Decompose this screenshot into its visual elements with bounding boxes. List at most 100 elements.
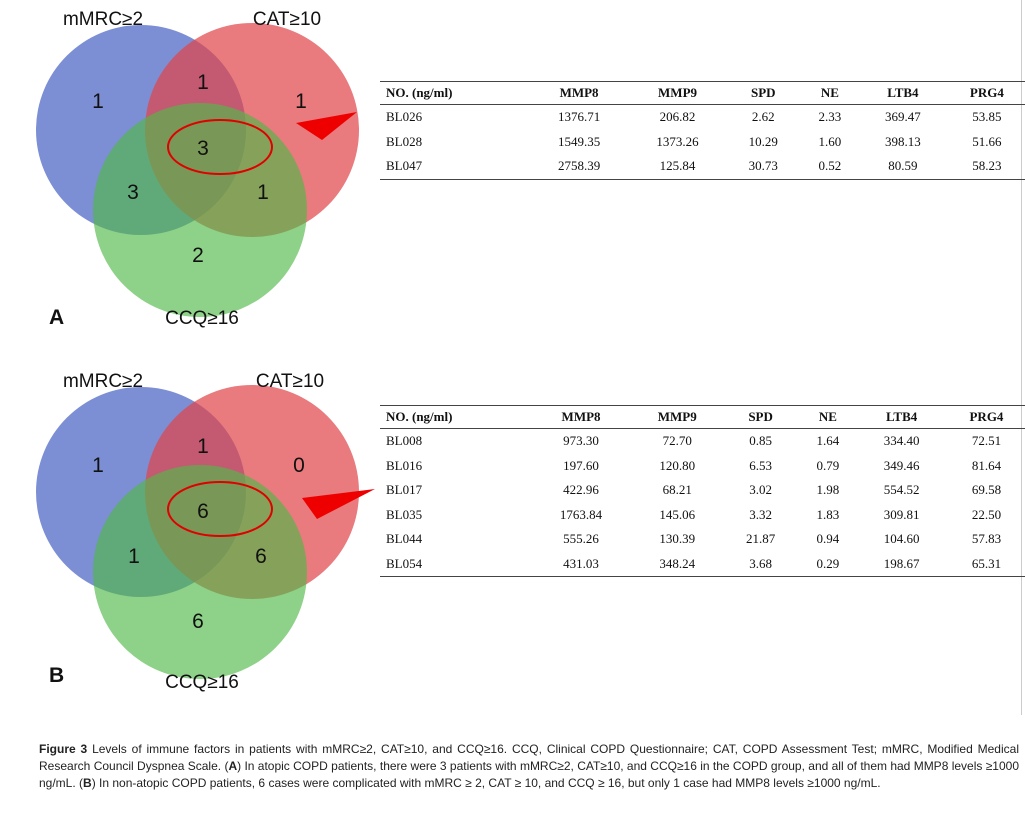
region-mmrc-only: 1: [92, 454, 104, 477]
table-cell: 125.84: [628, 154, 727, 180]
table-header-row: NO. (ng/ml) MMP8 MMP9 SPD NE LTB4 PRG4: [380, 405, 1025, 429]
header-cell: SPD: [723, 405, 798, 429]
caption-a-label: A: [228, 759, 238, 773]
table-cell: BL016: [386, 457, 423, 473]
header-cell: PRG4: [944, 405, 1025, 429]
table-cell: 2.33: [818, 109, 842, 125]
table-cell: 1.60: [818, 133, 842, 149]
table-cell: 206.82: [659, 109, 696, 125]
table-row: BL016 197.60 120.80 6.53 0.79 349.46 81.…: [380, 454, 1025, 479]
panel-a: mMRC≥2 CAT≥10 CCQ≥16 1 1 2 1 3 1 3 A NO.…: [0, 0, 1025, 345]
table-cell: 309.81: [883, 506, 920, 522]
region-mmrc-ccq: 1: [128, 545, 140, 568]
pointer-arrow: [302, 489, 375, 519]
highlight-ellipse: [167, 481, 273, 537]
table-cell: 2758.39: [529, 154, 629, 180]
table-cell: 58.23: [945, 154, 1025, 180]
caption-b-text: ) In non-atopic COPD patients, 6 cases w…: [91, 776, 881, 790]
table-cell: 348.24: [630, 551, 724, 577]
header-cell: LTB4: [860, 81, 946, 105]
region-ccq-only: 2: [192, 244, 204, 267]
table-cell: 72.70: [662, 433, 692, 449]
caption-title: Levels of immune factors in patients wit…: [39, 742, 1019, 773]
panel-label-a: A: [49, 306, 64, 329]
table-cell: 2.62: [751, 109, 775, 125]
venn-diagram-a: mMRC≥2 CAT≥10 CCQ≥16 1 1 2 1 3 1 3 A: [36, 9, 359, 329]
table-cell: 398.13: [885, 133, 921, 149]
table-cell: 72.51: [971, 433, 1002, 449]
table-cell: BL035: [386, 506, 423, 522]
table-cell: 104.60: [883, 531, 920, 547]
table-cell: 53.85: [972, 109, 1002, 125]
header-cell: MMP8: [529, 81, 629, 105]
region-all-three: 6: [197, 500, 209, 523]
pointer-arrow: [296, 112, 357, 140]
table-cell: 1373.26: [656, 133, 699, 149]
table-cell: 145.06: [659, 506, 696, 522]
table-cell: 0.52: [799, 154, 861, 180]
table-cell: 349.46: [883, 457, 920, 473]
table-cell: 0.94: [816, 531, 840, 547]
table-cell: 6.53: [749, 457, 772, 473]
set-label-cat: CAT≥10: [253, 9, 321, 30]
header-cell: MMP8: [531, 405, 631, 429]
region-cat-ccq: 6: [255, 545, 267, 568]
table-cell: 22.50: [971, 506, 1002, 522]
table-cell: 1.83: [816, 506, 840, 522]
table-cell: 973.30: [563, 433, 599, 449]
table-row: BL035 1763.84 145.06 3.32 1.83 309.81 22…: [380, 503, 1025, 528]
table-cell: 30.73: [726, 154, 800, 180]
table-cell: BL044: [386, 531, 423, 547]
table-cell: 1549.35: [557, 133, 601, 149]
table-cell: 1.64: [816, 433, 840, 449]
caption-b-label: B: [83, 776, 92, 790]
table-row: BL047 2758.39 125.84 30.73 0.52 80.59 58…: [380, 154, 1025, 180]
region-cat-only: 1: [295, 90, 307, 113]
header-cell: LTB4: [858, 405, 945, 429]
table-header-row: NO. (ng/ml) MMP8 MMP9 SPD NE LTB4 PRG4: [380, 81, 1025, 105]
table-cell: 21.87: [745, 531, 776, 547]
header-cell: MMP9: [628, 81, 727, 105]
table-row: BL026 1376.71 206.82 2.62 2.33 369.47 53…: [380, 105, 1025, 130]
table-cell: 51.66: [972, 133, 1002, 149]
table-cell: 0.29: [797, 551, 859, 577]
region-mmrc-ccq: 3: [127, 181, 139, 204]
table-row: BL054 431.03 348.24 3.68 0.29 198.67 65.…: [380, 551, 1025, 577]
header-cell: MMP9: [630, 405, 724, 429]
set-label-cat: CAT≥10: [256, 371, 324, 392]
table-cell: 1.98: [816, 482, 840, 498]
table-cell: 68.21: [662, 482, 692, 498]
set-label-mmrc: mMRC≥2: [63, 9, 143, 30]
table-cell: BL047: [380, 154, 530, 180]
header-cell: PRG4: [945, 81, 1025, 105]
immune-factor-table-a: NO. (ng/ml) MMP8 MMP9 SPD NE LTB4 PRG4 B…: [380, 81, 1025, 180]
table-cell: 0.79: [816, 457, 840, 473]
region-cat-only: 0: [293, 454, 305, 477]
table-cell: 3.02: [749, 482, 772, 498]
caption-a-text: ) In atopic COPD patients, there were 3 …: [39, 759, 1020, 790]
figure-border: [1021, 0, 1022, 715]
figure-label: Figure 3: [39, 742, 88, 756]
table-cell: 555.26: [563, 531, 599, 547]
ccq-circle: [93, 103, 307, 317]
region-cat-ccq: 1: [257, 181, 269, 204]
table-cell: 10.29: [748, 133, 778, 149]
header-cell: SPD: [726, 81, 800, 105]
table-row: BL008 973.30 72.70 0.85 1.64 334.40 72.5…: [380, 429, 1025, 454]
region-ccq-only: 6: [192, 610, 204, 633]
table-row: BL017 422.96 68.21 3.02 1.98 554.52 69.5…: [380, 478, 1025, 503]
table-cell: 130.39: [659, 531, 696, 547]
panel-label-b: B: [49, 664, 64, 687]
region-mmrc-cat: 1: [197, 435, 209, 458]
table-row: BL028 1549.35 1373.26 10.29 1.60 398.13 …: [380, 130, 1025, 155]
table-cell: 80.59: [860, 154, 946, 180]
table-cell: 431.03: [531, 551, 631, 577]
table-cell: BL054: [380, 551, 532, 577]
table-cell: 3.32: [749, 506, 772, 522]
table-cell: 120.80: [659, 457, 696, 473]
table-cell: 422.96: [563, 482, 599, 498]
table-cell: 69.58: [971, 482, 1002, 498]
table-cell: 0.85: [749, 433, 772, 449]
table-cell: BL028: [386, 133, 423, 149]
table-row: BL044 555.26 130.39 21.87 0.94 104.60 57…: [380, 527, 1025, 552]
